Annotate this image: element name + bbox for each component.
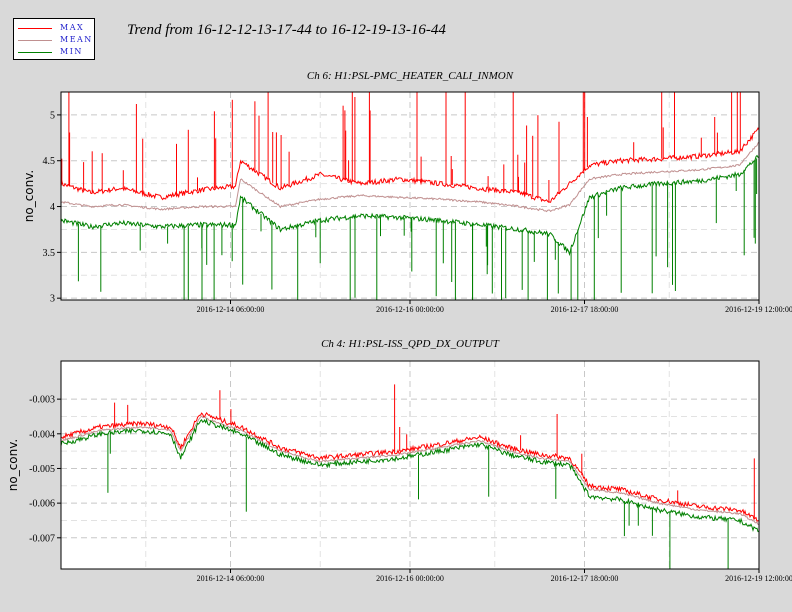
series-line-max [61, 412, 759, 523]
y-tick-label: 3 [50, 294, 55, 305]
x-tick-label: 2016-12-16 00:00:00 [376, 574, 444, 583]
chart-title: Ch 6: H1:PSL-PMC_HEATER_CALI_INMON [307, 70, 514, 82]
legend-swatch-mean [18, 40, 52, 41]
x-tick-label: 2016-12-14 06:00:00 [197, 574, 265, 583]
x-tick-label: 2016-12-19 12:00:00 [725, 574, 792, 583]
series-line-mean [61, 141, 759, 213]
chart-panel-top: Ch 6: H1:PSL-PMC_HEATER_CALI_INMON 3 3.5 4 4… [22, 70, 792, 314]
y-axis-label: no_conv. [6, 439, 20, 491]
x-tick-label: 2016-12-16 00:00:00 [376, 305, 444, 314]
legend-label-min: MIN [60, 47, 83, 56]
series-group [61, 92, 759, 300]
legend-label-max: MAX [60, 23, 85, 32]
legend-swatch-max [18, 28, 52, 29]
plot-frame [60, 360, 760, 570]
legend-item-max: MAX [18, 23, 94, 35]
legend-label-mean: MEAN [60, 35, 93, 44]
y-tick-label: 4.5 [43, 156, 56, 167]
y-tick-label: 5 [50, 110, 55, 121]
x-tick-label: 2016-12-14 06:00:00 [197, 305, 265, 314]
series-line-min [61, 154, 759, 257]
legend-swatch-min [18, 52, 52, 53]
y-tick-label: -0.003 [29, 395, 55, 406]
y-tick-label: 4 [50, 202, 55, 213]
x-tick-label: 2016-12-17 18:00:00 [551, 305, 619, 314]
page-title: Trend from 16-12-12-13-17-44 to 16-12-19… [127, 22, 446, 38]
y-tick-label: -0.004 [29, 429, 55, 440]
y-tick-label: 3.5 [43, 248, 56, 259]
chart-panel-bottom: Ch 4: H1:PSL-ISS_QPD_DX_OUTPUT -0.007 -0.0… [6, 338, 792, 583]
legend-item-min: MIN [18, 47, 94, 59]
y-tick-label: -0.007 [29, 533, 55, 544]
legend: MAX MEAN MIN [13, 18, 95, 60]
y-axis-label: no_conv. [22, 170, 36, 222]
chart-title: Ch 4: H1:PSL-ISS_QPD_DX_OUTPUT [321, 338, 500, 350]
plot-frame [60, 91, 760, 301]
x-tick-label: 2016-12-17 18:00:00 [551, 574, 619, 583]
y-tick-label: -0.006 [29, 499, 55, 510]
legend-item-mean: MEAN [18, 35, 94, 47]
x-tick-label: 2016-12-19 12:00:00 [725, 305, 792, 314]
y-tick-label: -0.005 [29, 464, 55, 475]
series-group [61, 384, 759, 569]
series-line-max [61, 127, 759, 203]
series-line-min [61, 418, 759, 533]
